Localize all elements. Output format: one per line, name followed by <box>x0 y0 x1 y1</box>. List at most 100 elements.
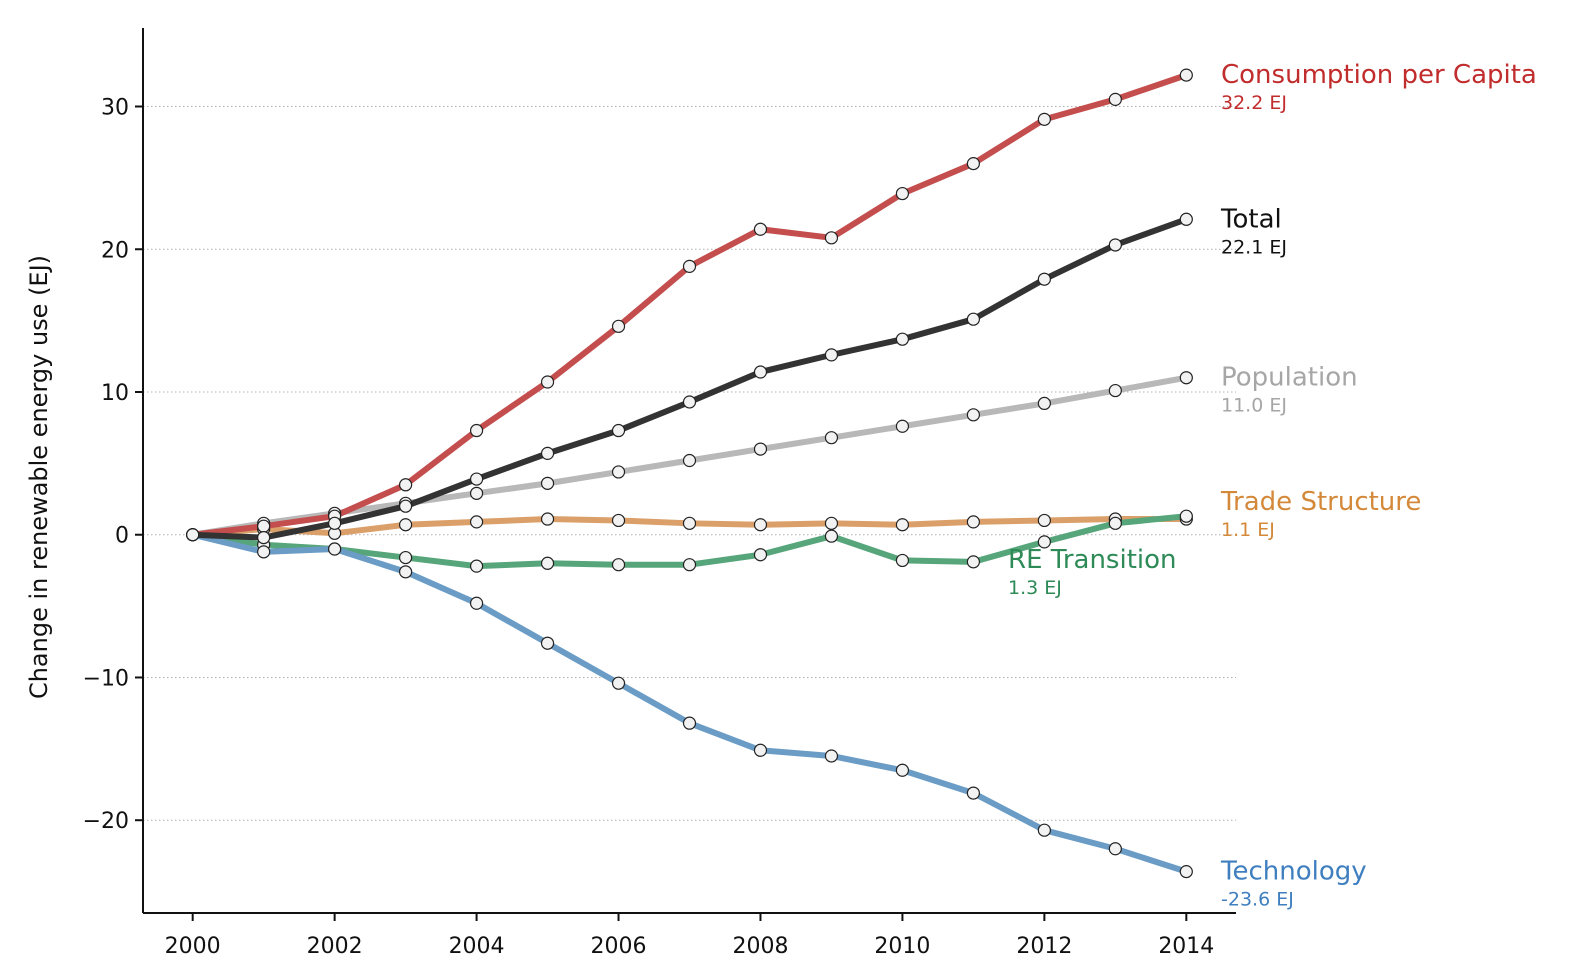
series-value-consumption-per-capita: 32.2 EJ <box>1221 92 1287 114</box>
y-tick-label: 0 <box>115 524 129 549</box>
axes: Change in renewable energy use (EJ) <box>25 28 1236 914</box>
point-re-transition <box>540 556 555 570</box>
point-trade-structure <box>1037 513 1051 528</box>
series-value-trade-structure: 1.1 EJ <box>1221 519 1275 541</box>
point-population <box>824 431 839 445</box>
point-consumption-per-capita <box>824 231 839 245</box>
point-re-transition <box>469 559 484 573</box>
point-consumption-per-capita <box>1179 68 1193 82</box>
series-value-total: 22.1 EJ <box>1221 236 1287 258</box>
series-label-total: Total <box>1220 204 1282 234</box>
point-trade-structure <box>540 512 555 526</box>
y-tick-label: 30 <box>101 96 129 121</box>
point-re-transition <box>611 558 626 572</box>
point-re-transition <box>1037 535 1051 549</box>
point-technology <box>469 596 484 610</box>
point-technology <box>895 763 910 777</box>
point-re-transition <box>1108 516 1122 530</box>
point-consumption-per-capita <box>895 186 910 201</box>
point-re-transition <box>1179 509 1193 523</box>
series-label-consumption-per-capita: Consumption per Capita <box>1221 60 1537 90</box>
point-total <box>611 423 626 438</box>
point-total <box>824 348 839 362</box>
x-tick-label: 2002 <box>307 934 363 959</box>
point-population <box>682 453 697 468</box>
point-trade-structure <box>469 515 484 529</box>
point-consumption-per-capita <box>469 423 484 438</box>
y-tick-label: −10 <box>83 666 129 691</box>
point-population <box>1179 371 1193 385</box>
y-tick-label: 20 <box>101 238 129 263</box>
series-value-population: 11.0 EJ <box>1221 395 1287 417</box>
point-technology <box>966 786 980 800</box>
point-total <box>469 472 484 486</box>
point-consumption-per-capita <box>399 478 413 492</box>
point-total <box>1037 272 1051 286</box>
point-total <box>328 516 342 530</box>
point-total <box>753 365 768 379</box>
point-trade-structure <box>682 516 697 530</box>
x-tick-label: 2012 <box>1016 934 1072 959</box>
point-consumption-per-capita <box>257 519 271 533</box>
point-population <box>753 442 768 456</box>
point-trade-structure <box>966 515 980 529</box>
point-trade-structure <box>753 518 768 532</box>
point-consumption-per-capita <box>753 222 768 236</box>
point-total <box>966 312 980 326</box>
point-re-transition <box>682 558 697 572</box>
series-value-technology: -23.6 EJ <box>1221 889 1294 911</box>
point-total <box>257 530 271 545</box>
point-consumption-per-capita <box>966 157 980 171</box>
x-tick-label: 2006 <box>591 934 647 959</box>
point-population <box>966 408 980 422</box>
point-technology <box>540 636 555 650</box>
point-technology <box>1037 823 1051 837</box>
point-re-transition <box>824 529 839 543</box>
point-technology <box>328 542 342 556</box>
point-population <box>469 486 484 500</box>
point-consumption-per-capita <box>1037 112 1051 126</box>
x-tick-label: 2010 <box>874 934 930 959</box>
point-re-transition <box>966 555 980 569</box>
point-technology <box>753 743 768 757</box>
point-technology <box>682 716 697 730</box>
point-population <box>611 465 626 479</box>
point-consumption-per-capita <box>682 259 697 273</box>
point-re-transition <box>895 553 910 568</box>
point-technology <box>1179 865 1193 879</box>
x-tick-label: 2000 <box>165 934 221 959</box>
series-lines <box>189 72 1190 875</box>
point-total <box>1179 212 1193 226</box>
point-population <box>1037 396 1051 411</box>
y-tick-label: 10 <box>101 381 129 406</box>
point-population <box>1108 383 1122 398</box>
series-label-technology: Technology <box>1220 857 1367 887</box>
x-tick-label: 2004 <box>449 934 505 959</box>
series-label-trade-structure: Trade Structure <box>1220 487 1421 517</box>
point-trade-structure <box>824 516 839 530</box>
point-population <box>895 419 910 433</box>
point-population <box>540 476 555 490</box>
point-technology <box>611 676 626 690</box>
point-technology <box>399 565 413 579</box>
x-tick-label: 2008 <box>732 934 788 959</box>
point-total <box>682 395 697 409</box>
series-label-re-transition: RE Transition <box>1008 545 1177 575</box>
point-total <box>399 499 413 513</box>
point-consumption-per-capita <box>1108 92 1122 106</box>
point-consumption-per-capita <box>611 319 626 333</box>
point-consumption-per-capita <box>540 375 555 389</box>
point-total <box>895 332 910 346</box>
y-tick-label: −20 <box>83 809 129 834</box>
point-trade-structure <box>399 518 413 532</box>
point-technology <box>257 545 271 559</box>
y-axis-title: Change in renewable energy use (EJ) <box>25 255 53 699</box>
x-tick-label: 2014 <box>1158 934 1214 959</box>
point-technology <box>1108 842 1122 856</box>
point-re-transition <box>399 550 413 565</box>
point-trade-structure <box>611 513 626 528</box>
